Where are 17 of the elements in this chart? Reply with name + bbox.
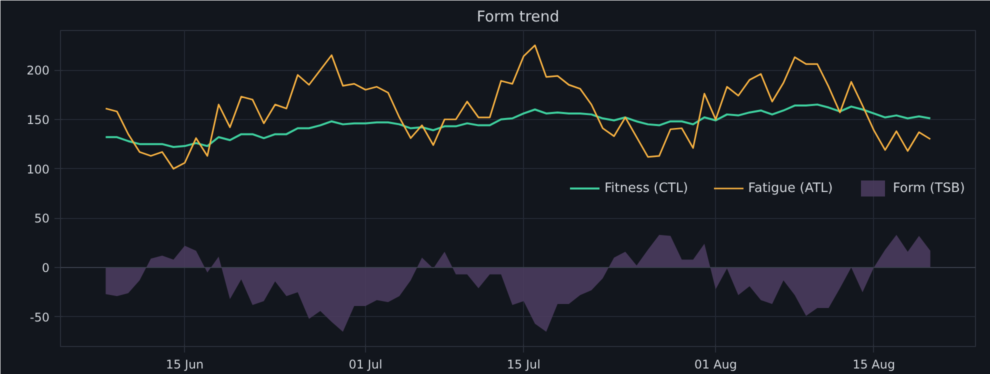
y-tick-label: 50	[34, 212, 50, 226]
y-tick-label: 150	[26, 112, 50, 127]
legend-label: Fitness (CTL)	[604, 180, 688, 196]
y-tick-label: 100	[26, 162, 50, 176]
legend-label: Form (TSB)	[892, 180, 965, 196]
x-tick-label: 15 Aug	[852, 358, 896, 372]
x-tick-label: 01 Jul	[348, 358, 382, 372]
y-tick-label: 0	[42, 261, 50, 275]
y-tick-label: -50	[30, 310, 50, 324]
line-series	[104, 104, 932, 148]
chart-title: Form trend	[476, 8, 560, 26]
x-tick-label: 15 Jun	[166, 358, 204, 372]
x-tick-label: 15 Jul	[506, 358, 540, 372]
y-tick-label: 200	[26, 64, 50, 78]
legend-label: Fatigue (ATL)	[748, 180, 833, 196]
line-series	[104, 44, 932, 170]
x-tick-label: 01 Aug	[694, 358, 737, 372]
